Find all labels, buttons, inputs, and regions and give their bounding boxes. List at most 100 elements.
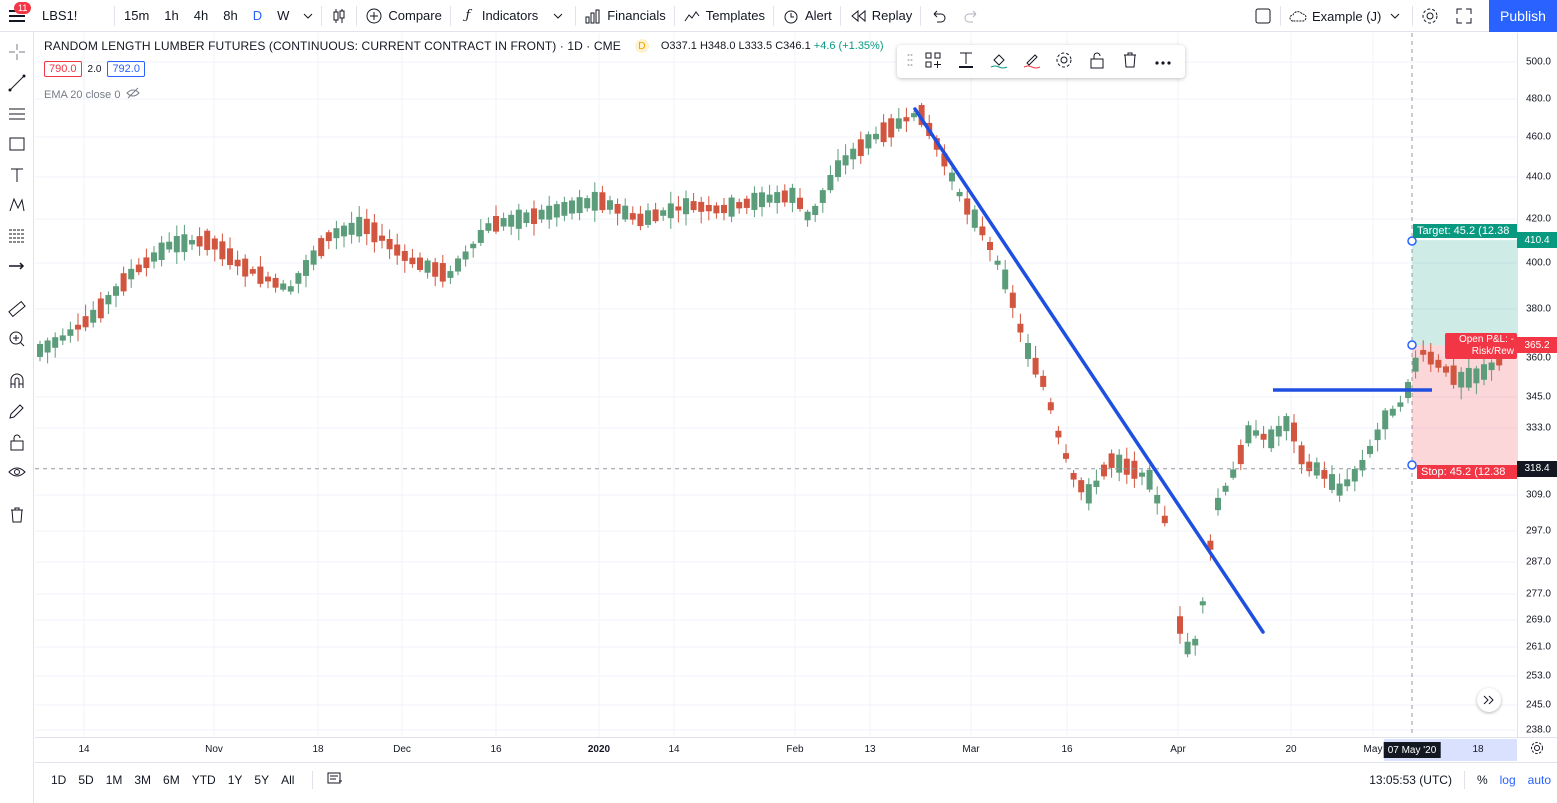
range-6m[interactable]: 6M bbox=[163, 772, 180, 787]
bid-button[interactable]: 790.0 bbox=[44, 61, 82, 77]
drag-handle[interactable] bbox=[903, 48, 917, 76]
top-toolbar: 11 LBS1! 15m 1h 4h 8h D W Compare ƒ Indi… bbox=[0, 0, 1557, 32]
trendline-tool[interactable] bbox=[0, 71, 34, 97]
candle-body bbox=[257, 266, 264, 284]
candle-body bbox=[569, 200, 575, 214]
candle-body bbox=[1139, 472, 1145, 477]
range-1d[interactable]: 1D bbox=[51, 772, 67, 787]
candle-body bbox=[850, 148, 857, 160]
main-menu-button[interactable]: 11 bbox=[0, 0, 34, 32]
target-label[interactable]: Target: 45.2 (12.38 bbox=[1413, 224, 1517, 238]
range-5d[interactable]: 5D bbox=[78, 772, 94, 787]
price-axis[interactable]: 500.0 480.0 460.0 440.0 420.0 400.0 380.0 360.0… bbox=[1517, 33, 1557, 737]
drawing-settings-button[interactable] bbox=[1048, 48, 1081, 76]
stop-label[interactable]: Stop: 45.2 (12.38 bbox=[1417, 465, 1517, 479]
delayed-badge[interactable]: D bbox=[634, 39, 649, 53]
candle-body bbox=[1275, 425, 1282, 437]
fill-color-button[interactable] bbox=[982, 48, 1015, 76]
candle-body bbox=[553, 204, 560, 218]
candle-body bbox=[705, 204, 712, 212]
more-button[interactable] bbox=[1146, 48, 1179, 76]
time-axis[interactable]: 14 Nov 18 Dec 16 2020 14 Feb 13 Mar 16 Apr 20 May 18 07… bbox=[35, 737, 1517, 761]
range-5y[interactable]: 5Y bbox=[254, 772, 270, 787]
candle-body bbox=[120, 273, 127, 292]
layout-select-button[interactable] bbox=[1246, 0, 1280, 32]
lock-drawings-tool[interactable] bbox=[0, 430, 34, 456]
alert-button[interactable]: Alert bbox=[774, 0, 840, 32]
auto-toggle[interactable]: auto bbox=[1527, 773, 1551, 787]
text-tool[interactable] bbox=[0, 163, 34, 189]
lock-drawing-button[interactable] bbox=[1081, 48, 1114, 76]
measure-tool[interactable] bbox=[0, 297, 34, 323]
range-3m[interactable]: 3M bbox=[134, 772, 152, 787]
price-axis-label: 380.0 bbox=[1525, 303, 1551, 315]
stay-drawing-tool[interactable] bbox=[0, 399, 34, 425]
redo-button[interactable] bbox=[955, 0, 989, 32]
log-toggle[interactable]: log bbox=[1499, 773, 1516, 787]
remove-drawings-tool[interactable] bbox=[0, 503, 34, 529]
compare-button[interactable]: Compare bbox=[357, 0, 449, 32]
scroll-to-realtime-button[interactable] bbox=[1477, 688, 1501, 712]
undo-button[interactable] bbox=[921, 0, 955, 32]
chevron-down-icon[interactable] bbox=[299, 7, 317, 25]
zoom-tool[interactable] bbox=[0, 327, 34, 353]
symbol-search-button[interactable]: LBS1! bbox=[34, 0, 114, 32]
replay-button[interactable]: Replay bbox=[841, 0, 920, 32]
hide-drawings-tool[interactable] bbox=[0, 460, 34, 486]
candle-body bbox=[295, 273, 302, 284]
axis-settings-button[interactable] bbox=[1517, 737, 1557, 761]
percent-toggle[interactable]: % bbox=[1476, 773, 1488, 787]
range-all[interactable]: All bbox=[281, 772, 295, 787]
candle-body bbox=[683, 198, 689, 215]
timeframe-1h[interactable]: 1h bbox=[164, 8, 179, 23]
chart-type-button[interactable] bbox=[322, 0, 356, 32]
crosshair-tool[interactable] bbox=[0, 40, 34, 66]
rectangle-tool[interactable] bbox=[0, 132, 34, 158]
indicators-button[interactable]: ƒ Indicators bbox=[451, 0, 575, 32]
range-1y[interactable]: 1Y bbox=[227, 772, 243, 787]
candle-body bbox=[713, 205, 720, 214]
open-pnl-label[interactable]: Open P&L: - Risk/Rew bbox=[1445, 333, 1517, 359]
time-axis-label: 18 bbox=[1472, 744, 1484, 755]
candle-body bbox=[333, 228, 340, 239]
candle-body bbox=[1329, 474, 1335, 490]
timeframe-4h[interactable]: 4h bbox=[193, 8, 209, 23]
price-chart[interactable] bbox=[35, 33, 1517, 737]
candle-body bbox=[272, 277, 279, 288]
layout-name-button[interactable]: Example (J) bbox=[1281, 0, 1412, 32]
timeframe-d[interactable]: D bbox=[252, 8, 263, 23]
chevron-down-icon[interactable] bbox=[1386, 7, 1404, 25]
templates-button[interactable]: Templates bbox=[675, 0, 773, 32]
fullscreen-button[interactable] bbox=[1447, 0, 1481, 32]
timeframe-w[interactable]: W bbox=[277, 8, 290, 23]
fib-tool[interactable] bbox=[0, 224, 34, 250]
candle-body bbox=[523, 212, 530, 224]
eye-hidden-icon[interactable] bbox=[126, 87, 141, 102]
pattern-tool[interactable] bbox=[0, 193, 34, 219]
settings-button[interactable] bbox=[1413, 0, 1447, 32]
symbol-title[interactable]: RANDOM LENGTH LUMBER FUTURES (CONTINUOUS… bbox=[44, 39, 621, 53]
indicator-row[interactable]: EMA 20 close 0 bbox=[44, 87, 141, 102]
ask-button[interactable]: 792.0 bbox=[107, 61, 145, 77]
goto-date-button[interactable] bbox=[327, 771, 343, 788]
arrow-tool[interactable] bbox=[0, 254, 34, 280]
clock-timezone[interactable]: 13:05:53 (UTC) bbox=[1369, 773, 1452, 787]
magnet-tool[interactable] bbox=[0, 369, 34, 395]
timeframe-15m[interactable]: 15m bbox=[124, 8, 150, 23]
chevron-down-icon[interactable] bbox=[549, 7, 567, 25]
template-button[interactable] bbox=[917, 48, 950, 76]
financials-button[interactable]: Financials bbox=[576, 0, 674, 32]
timeframe-8h[interactable]: 8h bbox=[223, 8, 238, 23]
range-1m[interactable]: 1M bbox=[105, 772, 123, 787]
candle-body bbox=[356, 216, 363, 237]
publish-button[interactable]: Publish bbox=[1489, 0, 1557, 32]
line-color-button[interactable] bbox=[1015, 48, 1048, 76]
text-color-button[interactable] bbox=[950, 48, 983, 76]
candle-body bbox=[546, 205, 553, 220]
range-ytd[interactable]: YTD bbox=[191, 772, 216, 787]
double-chevron-right-icon bbox=[1483, 693, 1495, 708]
candle-body bbox=[485, 223, 492, 231]
delete-drawing-button[interactable] bbox=[1114, 48, 1147, 76]
horizontal-lines-tool[interactable] bbox=[0, 102, 34, 128]
chart-pane[interactable] bbox=[35, 33, 1517, 737]
